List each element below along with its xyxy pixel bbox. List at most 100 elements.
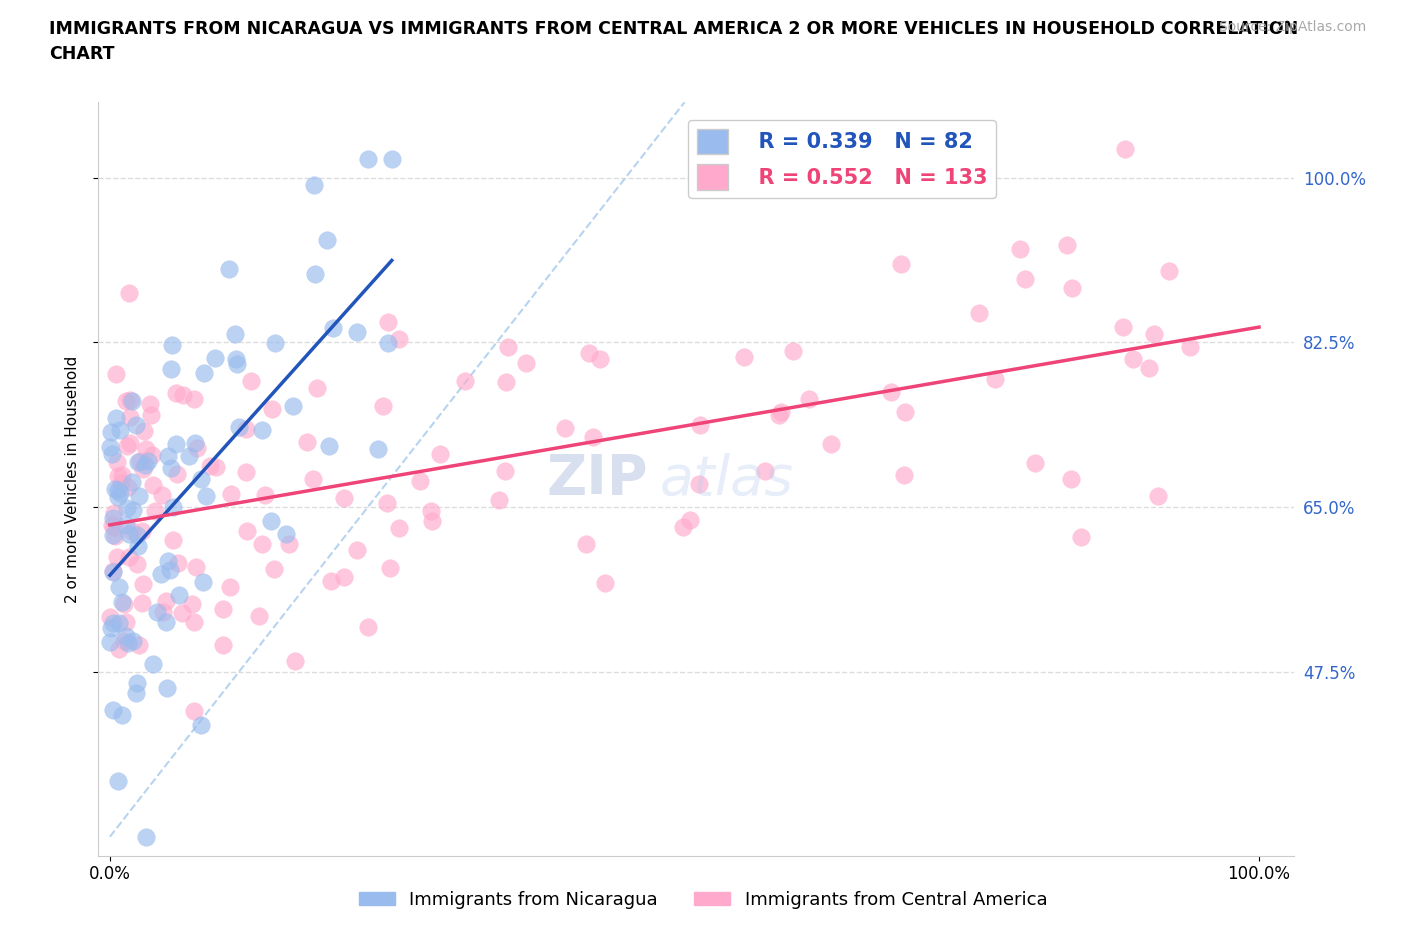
Point bbox=[110, 486, 132, 501]
Point bbox=[111, 708, 134, 723]
Point bbox=[152, 604, 174, 619]
Point bbox=[135, 830, 157, 844]
Point bbox=[139, 407, 162, 422]
Point bbox=[281, 398, 304, 413]
Point bbox=[98, 634, 121, 649]
Text: atlas: atlas bbox=[661, 453, 794, 505]
Point bbox=[218, 262, 240, 277]
Point bbox=[162, 532, 184, 547]
Point bbox=[388, 331, 411, 346]
Point bbox=[420, 513, 443, 528]
Legend: Immigrants from Nicaragua, Immigrants from Central America: Immigrants from Nicaragua, Immigrants fr… bbox=[352, 884, 1054, 916]
Point bbox=[181, 597, 204, 612]
Point bbox=[131, 524, 153, 538]
Point bbox=[165, 385, 187, 400]
Point bbox=[146, 604, 169, 619]
Point bbox=[118, 526, 141, 541]
Point bbox=[582, 430, 605, 445]
Point bbox=[191, 575, 214, 590]
Point bbox=[117, 550, 139, 565]
Point bbox=[219, 580, 242, 595]
Point bbox=[357, 619, 380, 634]
Point bbox=[770, 405, 793, 419]
Point bbox=[890, 257, 912, 272]
Point bbox=[128, 489, 150, 504]
Point bbox=[278, 537, 301, 551]
Point bbox=[305, 380, 328, 395]
Y-axis label: 2 or more Vehicles in Household: 2 or more Vehicles in Household bbox=[65, 355, 80, 603]
Point bbox=[117, 635, 139, 650]
Point bbox=[1060, 281, 1083, 296]
Point bbox=[150, 487, 173, 502]
Point bbox=[247, 609, 270, 624]
Point bbox=[225, 352, 247, 366]
Point bbox=[101, 564, 124, 578]
Point bbox=[495, 375, 517, 390]
Point bbox=[115, 518, 138, 533]
Point bbox=[295, 434, 318, 449]
Point bbox=[235, 465, 257, 480]
Point bbox=[204, 351, 226, 365]
Point bbox=[159, 362, 181, 377]
Point bbox=[318, 439, 340, 454]
Point bbox=[101, 527, 124, 542]
Point bbox=[429, 447, 451, 462]
Point bbox=[319, 574, 342, 589]
Point bbox=[132, 461, 155, 476]
Point bbox=[105, 366, 128, 381]
Point bbox=[315, 232, 337, 247]
Point bbox=[250, 537, 273, 551]
Point bbox=[122, 502, 145, 517]
Point bbox=[373, 399, 395, 414]
Point bbox=[111, 594, 134, 609]
Point bbox=[1114, 142, 1136, 157]
Point bbox=[117, 480, 139, 495]
Point bbox=[1112, 320, 1135, 335]
Point bbox=[184, 560, 207, 575]
Point bbox=[554, 421, 576, 436]
Point bbox=[131, 595, 153, 610]
Point bbox=[103, 506, 125, 521]
Point bbox=[589, 352, 612, 366]
Point bbox=[183, 392, 205, 406]
Point bbox=[967, 305, 990, 320]
Point bbox=[132, 577, 155, 591]
Point bbox=[108, 616, 131, 631]
Point bbox=[205, 459, 228, 474]
Point bbox=[165, 436, 187, 451]
Text: CHART: CHART bbox=[49, 45, 115, 62]
Point bbox=[160, 461, 183, 476]
Point bbox=[115, 629, 138, 644]
Point bbox=[689, 418, 711, 432]
Point bbox=[388, 521, 411, 536]
Point bbox=[107, 483, 129, 498]
Point bbox=[101, 518, 124, 533]
Point bbox=[124, 685, 146, 700]
Point bbox=[159, 563, 181, 578]
Point bbox=[103, 703, 125, 718]
Point bbox=[321, 320, 343, 335]
Point bbox=[122, 634, 145, 649]
Point bbox=[107, 469, 129, 484]
Point bbox=[672, 520, 695, 535]
Point bbox=[274, 526, 297, 541]
Point bbox=[333, 569, 356, 584]
Point bbox=[1056, 238, 1078, 253]
Point bbox=[378, 561, 401, 576]
Point bbox=[127, 455, 149, 470]
Point bbox=[166, 467, 188, 482]
Point bbox=[105, 454, 128, 469]
Point bbox=[108, 423, 131, 438]
Point bbox=[357, 152, 380, 166]
Point bbox=[302, 472, 325, 486]
Point bbox=[183, 704, 205, 719]
Point bbox=[346, 325, 368, 339]
Point bbox=[121, 524, 143, 538]
Point bbox=[105, 550, 128, 565]
Point bbox=[254, 487, 277, 502]
Point bbox=[105, 411, 128, 426]
Point bbox=[219, 487, 242, 502]
Point bbox=[117, 500, 139, 515]
Point bbox=[679, 512, 702, 527]
Point bbox=[135, 442, 157, 457]
